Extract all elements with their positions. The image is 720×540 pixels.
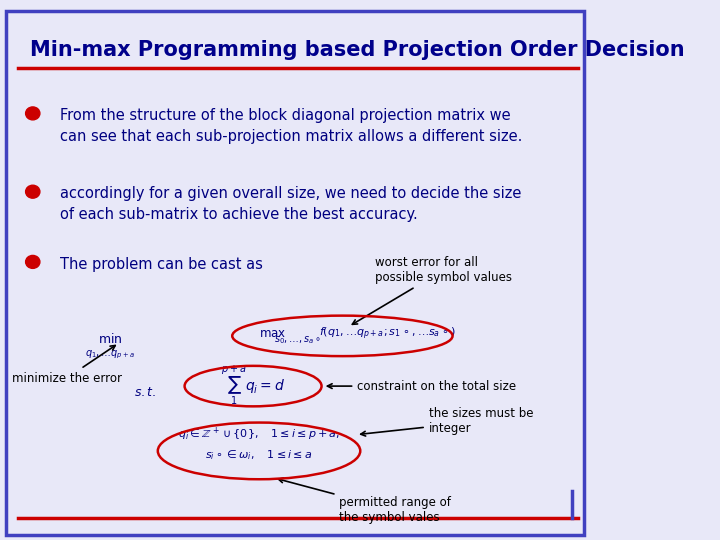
Text: $\sum_{1}^{p+a} q_i = d$: $\sum_{1}^{p+a} q_i = d$ [221,364,285,408]
Text: $s.t.$: $s.t.$ [134,386,156,399]
Text: $s_0,\ldots,s_a\circ$: $s_0,\ldots,s_a\circ$ [274,334,321,346]
Text: From the structure of the block diagonal projection matrix we
can see that each : From the structure of the block diagonal… [60,108,522,144]
FancyBboxPatch shape [6,11,584,535]
Text: $\min$: $\min$ [98,332,122,346]
Text: $f(q_1,\ldots q_{p+a}; s_1\circ,\ldots s_a\circ)$: $f(q_1,\ldots q_{p+a}; s_1\circ,\ldots s… [318,326,455,342]
Text: Min-max Programming based Projection Order Decision: Min-max Programming based Projection Ord… [30,40,685,60]
Text: $q_i \in \mathbb{Z}^+ \cup \{0\},\quad 1 \leq i \leq p+a,$: $q_i \in \mathbb{Z}^+ \cup \{0\},\quad 1… [178,426,340,443]
Circle shape [26,255,40,268]
Text: $\max$: $\max$ [259,327,287,340]
Text: permitted range of
the symbol vales: permitted range of the symbol vales [279,478,451,524]
Text: the sizes must be
integer: the sizes must be integer [361,407,534,436]
Circle shape [26,185,40,198]
Text: accordingly for a given overall size, we need to decide the size
of each sub-mat: accordingly for a given overall size, we… [60,186,521,222]
Text: The problem can be cast as: The problem can be cast as [60,256,262,272]
Text: $q_1,\ldots q_{p+a}$: $q_1,\ldots q_{p+a}$ [85,348,135,361]
Text: worst error for all
possible symbol values: worst error for all possible symbol valu… [352,256,512,325]
Text: $s_i\circ \in \omega_i,\quad 1 \leq i \leq a$: $s_i\circ \in \omega_i,\quad 1 \leq i \l… [205,448,312,462]
Text: minimize the error: minimize the error [12,346,122,384]
Circle shape [26,107,40,120]
Text: constraint on the total size: constraint on the total size [328,380,516,393]
